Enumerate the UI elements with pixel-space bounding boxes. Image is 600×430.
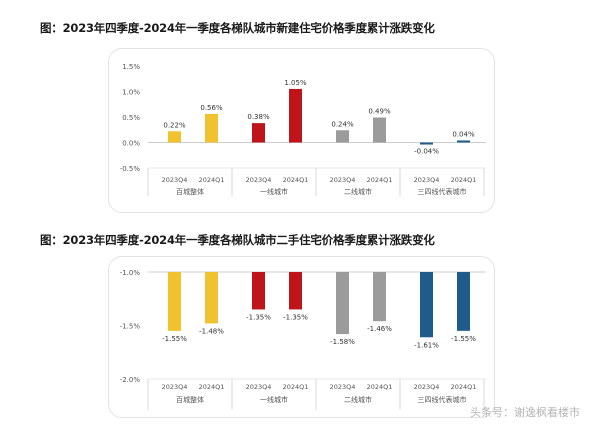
- bar: [289, 272, 302, 310]
- data-label: 0.38%: [247, 113, 270, 121]
- data-label: 0.24%: [331, 120, 354, 128]
- bar: [205, 272, 218, 324]
- bar: [289, 88, 302, 143]
- group-label: 一线城市: [260, 187, 288, 196]
- data-label: -1.55%: [162, 335, 187, 343]
- data-label: -1.35%: [283, 313, 308, 321]
- y-tick-label: 1.0%: [122, 89, 140, 97]
- watermark: 头条号：谢逸枫看楼市: [470, 406, 580, 419]
- data-label: 0.49%: [368, 108, 391, 116]
- y-tick-label: 0.0%: [122, 140, 140, 148]
- x-tick-label: 2024Q1: [451, 176, 477, 184]
- x-tick-label: 2023Q4: [246, 176, 272, 184]
- bar: [420, 142, 433, 145]
- data-label: 0.22%: [163, 121, 186, 129]
- data-label: 0.04%: [452, 130, 475, 138]
- group-label: 百城整体: [176, 395, 204, 404]
- chart1-title: 图：2023年四季度-2024年一季度各梯队城市新建住宅价格季度累计涨跌变化: [40, 21, 435, 35]
- x-tick-label: 2024Q1: [283, 176, 309, 184]
- group-label: 二线城市: [344, 395, 372, 404]
- group-label: 一线城市: [260, 395, 288, 404]
- x-tick-label: 2024Q1: [451, 383, 477, 391]
- x-tick-label: 2024Q1: [283, 383, 309, 391]
- bar: [373, 272, 386, 322]
- data-label: 0.56%: [200, 104, 223, 112]
- data-label: -1.61%: [414, 341, 439, 349]
- x-tick-label: 2024Q1: [367, 383, 393, 391]
- data-label: -0.04%: [414, 148, 439, 156]
- bar: [205, 113, 218, 143]
- x-tick-label: 2023Q4: [414, 176, 440, 184]
- data-label: -1.46%: [367, 325, 392, 333]
- x-tick-label: 2024Q1: [199, 176, 225, 184]
- x-tick-label: 2023Q4: [162, 176, 188, 184]
- x-tick-label: 2024Q1: [367, 176, 393, 184]
- x-tick-label: 2023Q4: [162, 383, 188, 391]
- bar: [252, 272, 265, 310]
- y-tick-label: -0.5%: [120, 165, 141, 173]
- y-tick-label: 0.5%: [122, 114, 140, 122]
- y-tick-label: 1.5%: [122, 63, 140, 71]
- bar: [168, 272, 181, 331]
- data-label: -1.35%: [246, 313, 271, 321]
- x-tick-label: 2023Q4: [414, 383, 440, 391]
- chart2-title: 图：2023年四季度-2024年一季度各梯队城市二手住宅价格季度累计涨跌变化: [40, 233, 435, 247]
- x-tick-label: 2023Q4: [330, 383, 356, 391]
- group-label: 三四线代表城市: [418, 395, 467, 404]
- bar: [336, 272, 349, 335]
- bar: [252, 123, 265, 143]
- data-label: -1.55%: [451, 335, 476, 343]
- bar: [373, 117, 386, 143]
- x-tick-label: 2023Q4: [246, 383, 272, 391]
- group-label: 百城整体: [176, 187, 204, 196]
- bar: [457, 140, 470, 143]
- data-label: -1.48%: [199, 327, 224, 335]
- y-tick-label: -2.0%: [120, 376, 141, 384]
- y-tick-label: -1.5%: [120, 323, 141, 331]
- group-label: 二线城市: [344, 187, 372, 196]
- x-tick-label: 2023Q4: [330, 176, 356, 184]
- y-tick-label: -1.0%: [120, 269, 141, 277]
- data-label: -1.58%: [330, 338, 355, 346]
- x-tick-label: 2024Q1: [199, 383, 225, 391]
- bar: [420, 272, 433, 338]
- data-label: 1.05%: [284, 79, 307, 87]
- bar: [336, 130, 349, 143]
- bar: [168, 131, 181, 143]
- bar: [457, 272, 470, 331]
- group-label: 三四线代表城市: [418, 187, 467, 196]
